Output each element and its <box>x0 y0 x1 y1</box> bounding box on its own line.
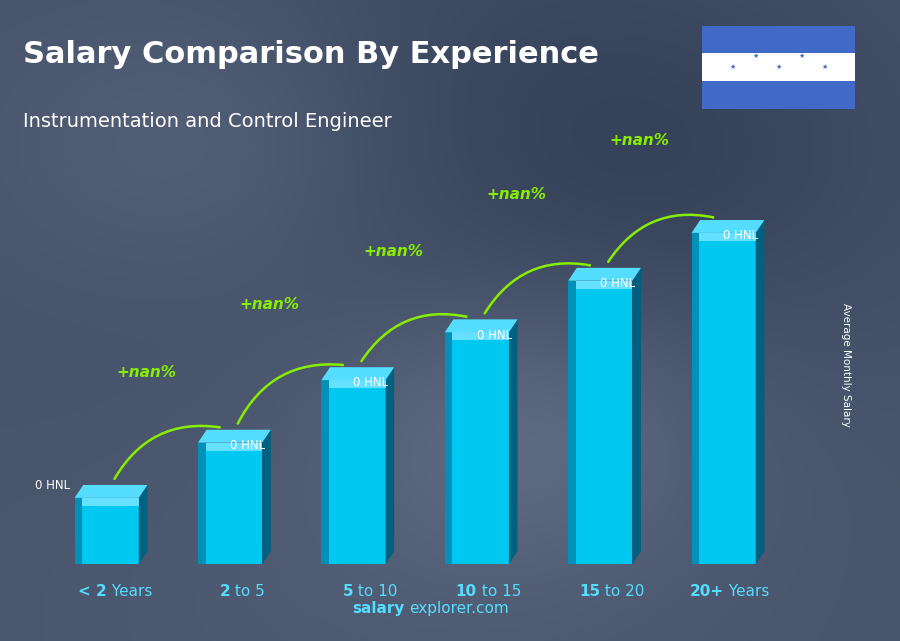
Text: 10: 10 <box>455 585 477 599</box>
Bar <box>453 332 508 564</box>
Polygon shape <box>756 220 764 564</box>
Text: +nan%: +nan% <box>116 365 176 380</box>
Text: 0 HNL: 0 HNL <box>34 479 69 492</box>
Text: 2: 2 <box>220 585 230 599</box>
Bar <box>568 281 576 564</box>
Text: salary: salary <box>353 601 405 617</box>
Text: 0 HNL: 0 HNL <box>230 439 265 452</box>
Text: < 2: < 2 <box>78 585 107 599</box>
Text: 5: 5 <box>343 585 354 599</box>
Bar <box>576 281 633 289</box>
Bar <box>702 26 855 53</box>
Polygon shape <box>385 367 394 564</box>
Polygon shape <box>262 429 271 564</box>
Text: ★: ★ <box>822 64 827 71</box>
Bar <box>329 380 385 564</box>
Polygon shape <box>691 220 764 233</box>
Bar <box>82 498 139 564</box>
Text: 0 HNL: 0 HNL <box>724 229 759 242</box>
Bar <box>206 443 262 451</box>
Polygon shape <box>508 319 518 564</box>
Polygon shape <box>445 319 518 332</box>
Bar <box>699 233 756 564</box>
Bar <box>453 332 508 340</box>
Bar <box>206 443 262 564</box>
Text: +nan%: +nan% <box>609 133 670 148</box>
Polygon shape <box>139 485 148 564</box>
Text: 0 HNL: 0 HNL <box>477 329 512 342</box>
Text: ★: ★ <box>730 64 735 71</box>
FancyBboxPatch shape <box>695 19 863 115</box>
Text: ★: ★ <box>776 64 781 71</box>
Bar <box>702 53 855 81</box>
Polygon shape <box>75 485 148 498</box>
Bar <box>75 498 82 564</box>
Text: 15: 15 <box>579 585 600 599</box>
Text: to 5: to 5 <box>230 585 265 599</box>
Text: 0 HNL: 0 HNL <box>353 376 388 390</box>
Bar <box>576 281 633 564</box>
Text: Years: Years <box>107 585 152 599</box>
Text: Instrumentation and Control Engineer: Instrumentation and Control Engineer <box>23 112 391 131</box>
Bar <box>198 443 206 564</box>
Text: +nan%: +nan% <box>239 297 300 312</box>
Bar <box>329 380 385 388</box>
FancyArrowPatch shape <box>114 426 220 479</box>
FancyArrowPatch shape <box>485 263 590 313</box>
FancyArrowPatch shape <box>608 215 713 262</box>
Text: explorer.com: explorer.com <box>410 601 509 617</box>
Text: Years: Years <box>724 585 769 599</box>
Text: to 10: to 10 <box>354 585 398 599</box>
Text: Salary Comparison By Experience: Salary Comparison By Experience <box>23 40 598 69</box>
Polygon shape <box>321 367 394 380</box>
FancyArrowPatch shape <box>238 364 343 424</box>
Text: +nan%: +nan% <box>363 244 423 259</box>
Bar <box>321 380 329 564</box>
Text: to 15: to 15 <box>477 585 521 599</box>
Text: 20+: 20+ <box>689 585 724 599</box>
Bar <box>699 233 756 241</box>
Text: ★: ★ <box>752 53 759 59</box>
Text: to 20: to 20 <box>600 585 644 599</box>
Text: ★: ★ <box>798 53 805 59</box>
Text: Average Monthly Salary: Average Monthly Salary <box>841 303 851 428</box>
Text: 0 HNL: 0 HNL <box>600 277 635 290</box>
FancyArrowPatch shape <box>362 314 466 361</box>
Text: +nan%: +nan% <box>486 187 546 202</box>
Polygon shape <box>198 429 271 443</box>
Polygon shape <box>568 268 641 281</box>
Bar <box>691 233 699 564</box>
Polygon shape <box>633 268 641 564</box>
Bar <box>82 498 139 506</box>
Bar <box>445 332 453 564</box>
Bar <box>702 81 855 109</box>
